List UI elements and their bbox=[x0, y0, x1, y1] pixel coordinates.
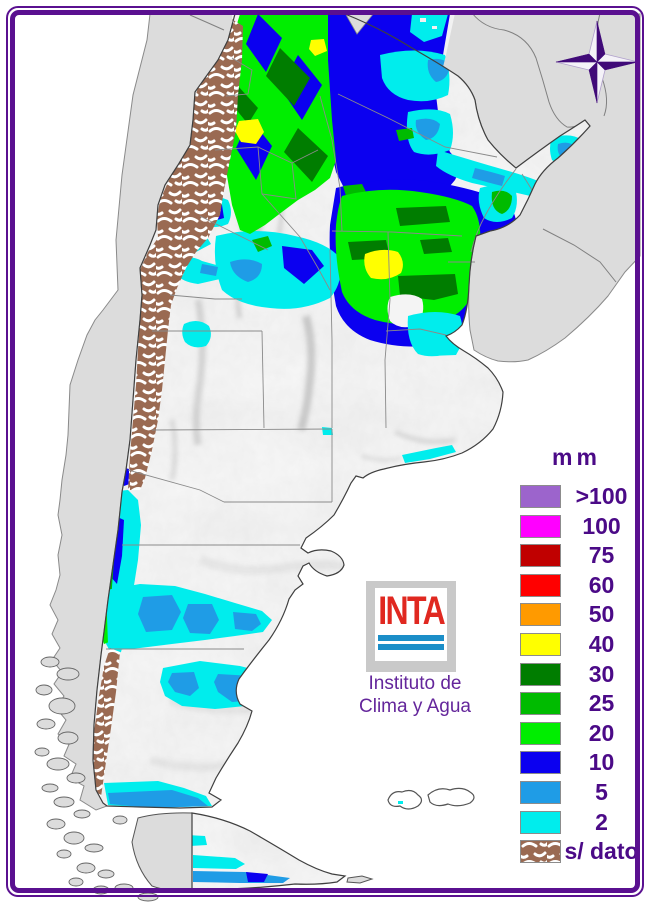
legend-label: 2 bbox=[595, 808, 608, 835]
legend-label: 50 bbox=[588, 601, 615, 628]
legend-rows: >100 100 75 60 50 40 30 25 20 10 5 2 s/ dato bbox=[512, 485, 642, 865]
legend-label: 20 bbox=[588, 719, 615, 746]
inta-logo-bar bbox=[378, 644, 444, 650]
inta-logo-bar bbox=[378, 635, 444, 641]
malvinas-islands bbox=[387, 787, 475, 810]
legend-row: 5 bbox=[512, 778, 642, 805]
legend-swatch bbox=[520, 544, 561, 568]
legend-row: >100 bbox=[512, 485, 642, 508]
legend-label: 100 bbox=[582, 512, 621, 539]
legend-swatch bbox=[520, 662, 561, 686]
legend-label: 40 bbox=[588, 630, 615, 657]
legend-label: 10 bbox=[588, 749, 615, 776]
legend-label: 5 bbox=[595, 778, 608, 805]
legend-label: s/ dato bbox=[564, 838, 639, 865]
legend-row: 60 bbox=[512, 571, 642, 598]
legend: mm >100 100 75 60 50 40 30 25 20 10 5 2 s/ dato bbox=[512, 444, 642, 870]
legend-row: 10 bbox=[512, 749, 642, 776]
legend-swatch bbox=[520, 780, 561, 804]
legend-swatch bbox=[520, 692, 561, 716]
legend-swatch bbox=[520, 751, 561, 775]
legend-row: 40 bbox=[512, 630, 642, 657]
legend-swatch bbox=[520, 721, 561, 745]
legend-swatch bbox=[520, 573, 561, 597]
institute-name-line2: Clima y Agua bbox=[359, 696, 471, 717]
province-borders bbox=[106, 57, 533, 650]
malvinas-precip-dot bbox=[398, 801, 403, 804]
legend-swatch bbox=[520, 603, 561, 627]
legend-row: 25 bbox=[512, 690, 642, 717]
inta-logo: INTA bbox=[366, 581, 456, 672]
legend-row: 75 bbox=[512, 542, 642, 569]
legend-row: 100 bbox=[512, 512, 642, 539]
compass-rose-icon bbox=[555, 20, 639, 104]
legend-label: 60 bbox=[588, 571, 615, 598]
legend-label: 25 bbox=[588, 690, 615, 717]
legend-row: s/ dato bbox=[512, 838, 642, 865]
inta-acronym: INTA bbox=[378, 589, 445, 633]
legend-swatch bbox=[520, 485, 561, 508]
legend-title: mm bbox=[552, 444, 601, 470]
legend-swatch bbox=[520, 632, 561, 656]
precipitation-layer bbox=[91, 14, 584, 883]
legend-row: 30 bbox=[512, 660, 642, 687]
legend-label: 30 bbox=[588, 660, 615, 687]
legend-swatch bbox=[520, 514, 561, 538]
legend-label: 75 bbox=[588, 542, 615, 569]
legend-row: 2 bbox=[512, 808, 642, 835]
institute-name-line1: Instituto de bbox=[368, 673, 462, 694]
legend-swatch bbox=[520, 810, 561, 834]
legend-label: >100 bbox=[575, 483, 628, 509]
legend-row: 20 bbox=[512, 719, 642, 746]
inta-logo-inner: INTA bbox=[375, 588, 447, 661]
legend-swatch bbox=[520, 840, 561, 864]
legend-row: 50 bbox=[512, 601, 642, 628]
no-data-band bbox=[91, 18, 243, 800]
institute-name: Instituto de Clima y Agua bbox=[337, 672, 493, 718]
